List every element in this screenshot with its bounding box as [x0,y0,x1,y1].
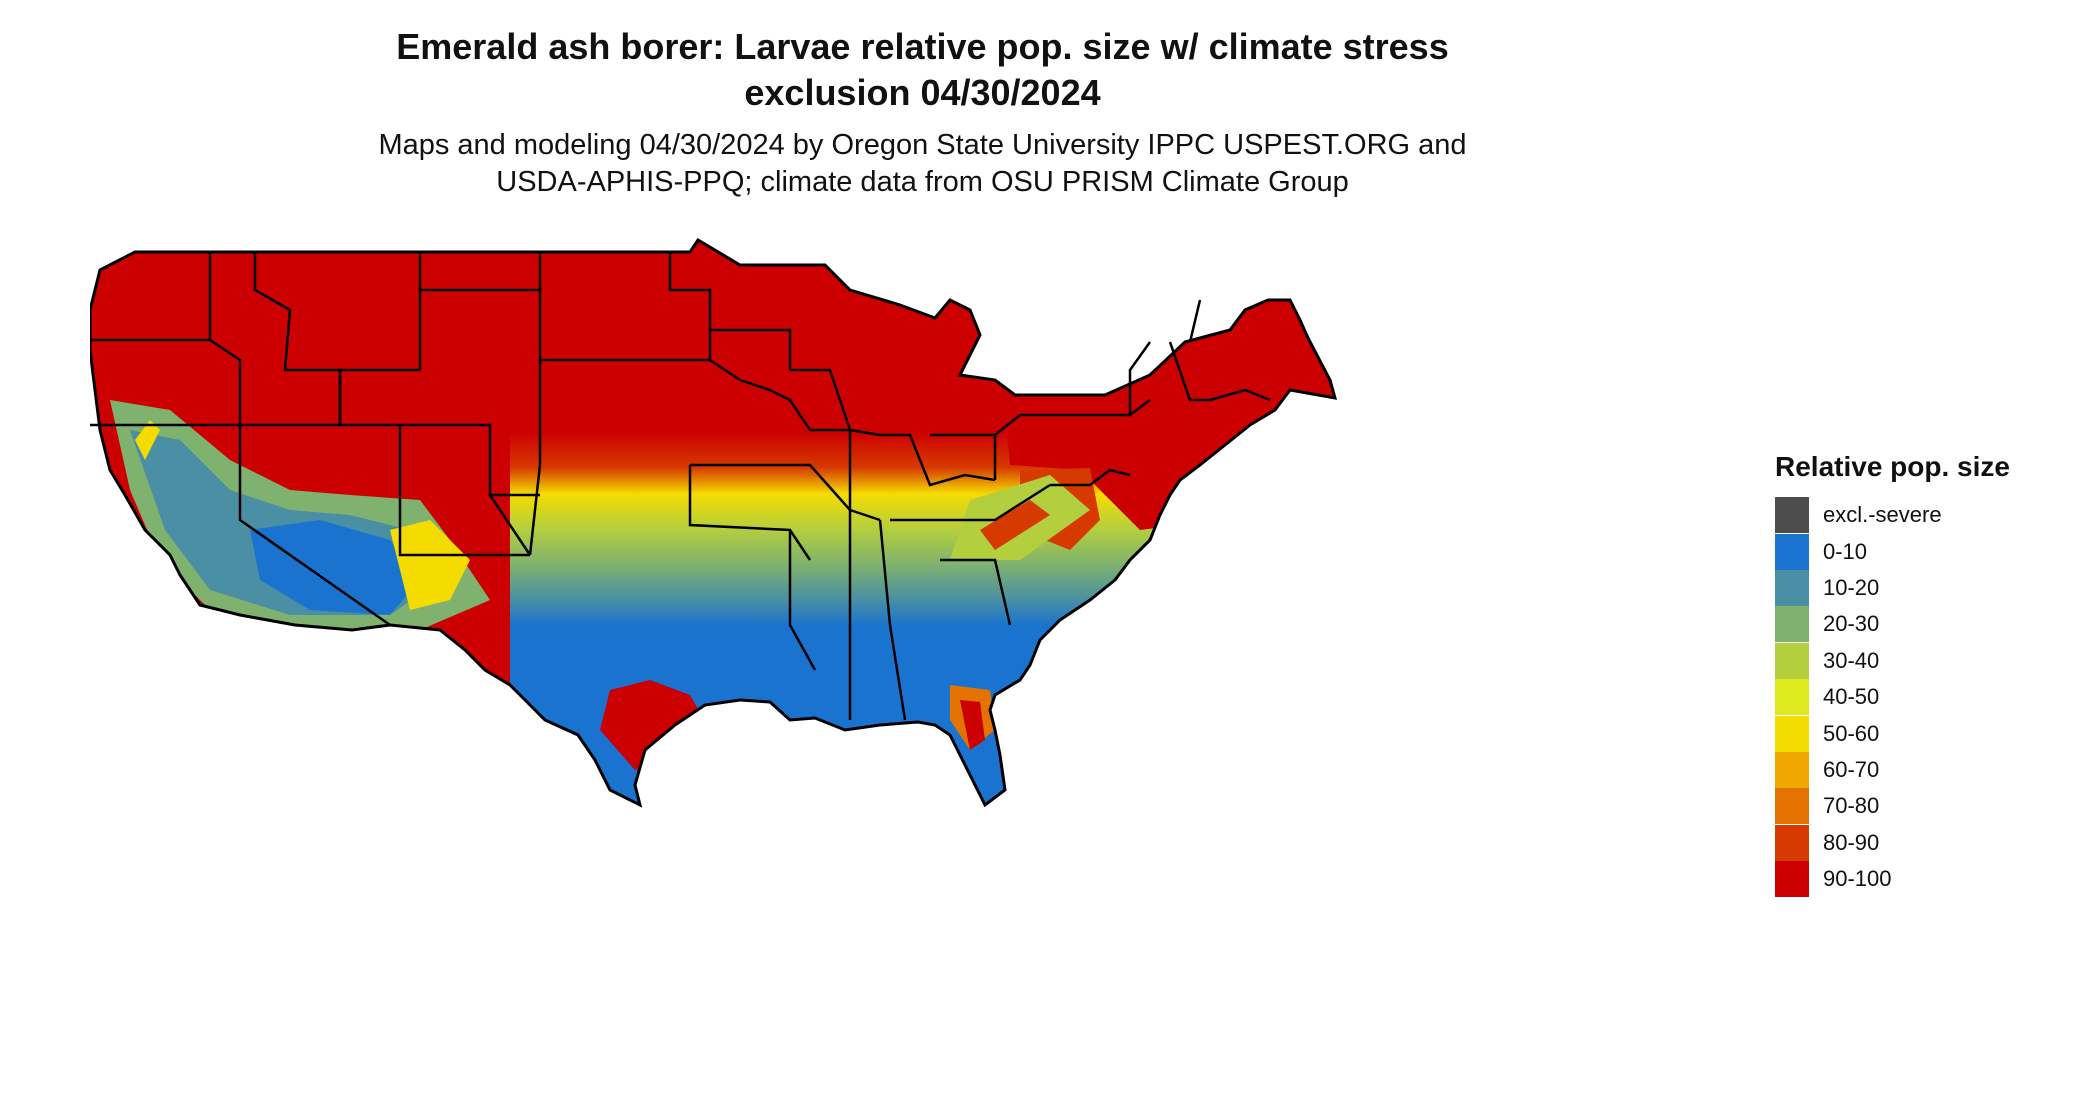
legend-label: 20-30 [1823,611,1880,637]
legend-swatch [1775,861,1809,898]
legend-item: 70-80 [1775,788,2010,825]
legend-swatch [1775,788,1809,825]
map-subtitle: Maps and modeling 04/30/2024 by Oregon S… [0,127,1845,201]
legend-item: 60-70 [1775,751,2010,788]
legend-label: excl.-severe [1823,502,1942,528]
legend-label: 0-10 [1823,538,1868,564]
state-boundaries [90,252,1271,721]
legend-swatch [1775,497,1809,534]
legend-label: 80-90 [1823,829,1880,855]
legend-item: excl.-severe [1775,497,2010,534]
legend-item: 80-90 [1775,824,2010,861]
title-line-2: exclusion 04/30/2024 [744,72,1101,113]
legend-label: 50-60 [1823,720,1880,746]
legend-swatch [1775,824,1809,861]
subtitle-line-1: Maps and modeling 04/30/2024 by Oregon S… [378,129,1467,161]
legend-label: 10-20 [1823,574,1880,600]
legend-item: 90-100 [1775,861,2010,898]
legend-item: 0-10 [1775,533,2010,570]
title-line-1: Emerald ash borer: Larvae relative pop. … [396,26,1449,67]
legend-label: 40-50 [1823,684,1880,710]
legend-label: 30-40 [1823,647,1880,673]
legend-swatch [1775,569,1809,606]
legend-swatch [1775,715,1809,752]
subtitle-line-2: USDA-APHIS-PPQ; climate data from OSU PR… [496,166,1349,198]
legend-items: excl.-severe 0-10 10-20 20-30 30-40 40-50 50-6… [1775,497,2010,898]
map-title: Emerald ash borer: Larvae relative pop. … [0,24,1845,116]
legend: Relative pop. size excl.-severe 0-10 10-20… [1775,451,2010,898]
legend-item: 10-20 [1775,569,2010,606]
legend-label: 90-100 [1823,866,1892,892]
us-population-map [90,237,1338,808]
legend-item: 30-40 [1775,642,2010,679]
legend-swatch [1775,679,1809,716]
legend-label: 60-70 [1823,756,1880,782]
legend-title: Relative pop. size [1775,451,2010,482]
legend-swatch [1775,606,1809,643]
legend-item: 50-60 [1775,715,2010,752]
legend-item: 40-50 [1775,679,2010,716]
legend-swatch [1775,642,1809,679]
legend-swatch [1775,751,1809,788]
legend-swatch [1775,533,1809,570]
legend-item: 20-30 [1775,606,2010,643]
legend-label: 70-80 [1823,793,1880,819]
